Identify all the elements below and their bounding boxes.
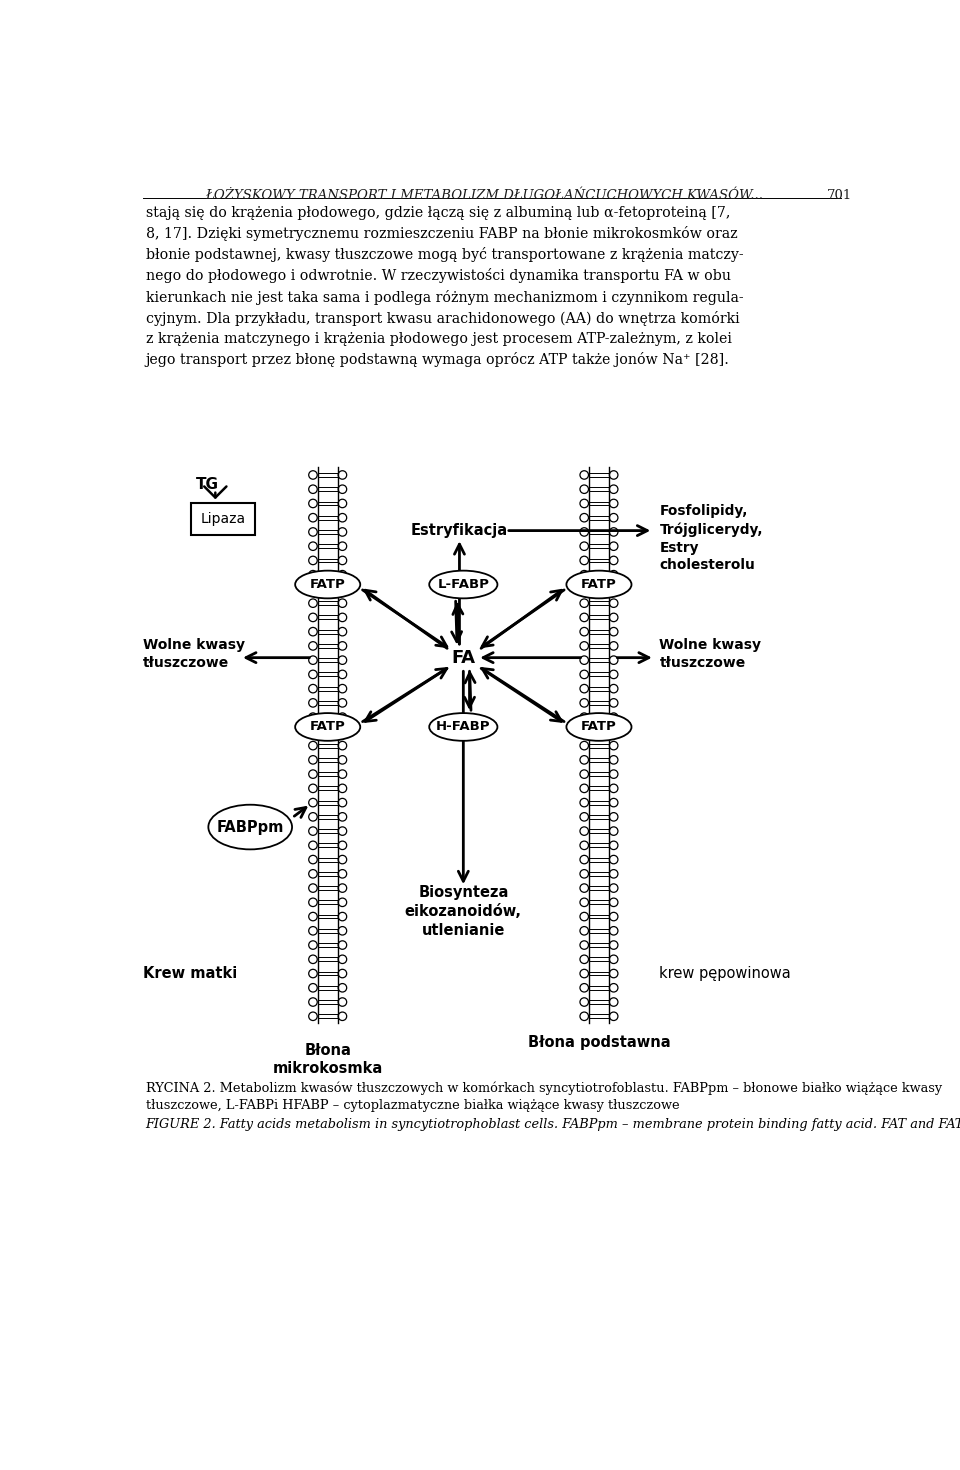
Text: FATP: FATP — [310, 578, 346, 591]
FancyBboxPatch shape — [191, 503, 254, 535]
Ellipse shape — [295, 570, 360, 598]
Text: H-FABP: H-FABP — [436, 720, 491, 734]
Ellipse shape — [208, 804, 292, 850]
Text: L-FABP: L-FABP — [438, 578, 490, 591]
Text: ŁOŻYSKOWY TRANSPORT I METABOLIZM DŁUGOŁAŃCUCHOWYCH KWASÓW...: ŁOŻYSKOWY TRANSPORT I METABOLIZM DŁUGOŁA… — [205, 188, 763, 201]
Text: Estryfikacja: Estryfikacja — [411, 523, 508, 538]
Text: TG: TG — [196, 476, 219, 491]
Text: stają się do krążenia płodowego, gdzie łączą się z albuminą lub α-fetoproteiną [: stają się do krążenia płodowego, gdzie ł… — [146, 206, 743, 368]
Ellipse shape — [566, 570, 632, 598]
Text: krew pępowinowa: krew pępowinowa — [660, 966, 791, 980]
Text: RYCINA 2. Metabolizm kwasów tłuszczowych w komórkach syncytiotrofoblastu. FABPpm: RYCINA 2. Metabolizm kwasów tłuszczowych… — [146, 1080, 942, 1111]
Text: Błona
mikrokosmka: Błona mikrokosmka — [273, 1042, 383, 1076]
Text: Fosfolipidy,
Trójglicerydy,
Estry
cholesterolu: Fosfolipidy, Trójglicerydy, Estry choles… — [660, 504, 763, 572]
Text: Wolne kwasy
tłuszczowe: Wolne kwasy tłuszczowe — [660, 638, 761, 670]
Ellipse shape — [429, 713, 497, 741]
Text: FATP: FATP — [310, 720, 346, 734]
Text: FATP: FATP — [581, 578, 617, 591]
Text: Biosynteza
eikozanoidów,
utlenianie: Biosynteza eikozanoidów, utlenianie — [405, 885, 522, 938]
Text: Krew matki: Krew matki — [143, 966, 237, 980]
Text: Wolne kwasy
tłuszczowe: Wolne kwasy tłuszczowe — [143, 638, 245, 670]
Ellipse shape — [429, 570, 497, 598]
Text: 701: 701 — [828, 188, 852, 201]
Text: Lipaza: Lipaza — [201, 512, 246, 526]
Text: FATP: FATP — [581, 720, 617, 734]
Text: FIGURE 2. Fatty acids metabolism in syncytiotrophoblast cells. FABPpm – membrane: FIGURE 2. Fatty acids metabolism in sync… — [146, 1119, 960, 1130]
Ellipse shape — [566, 713, 632, 741]
Text: Błona podstawna: Błona podstawna — [528, 1035, 670, 1050]
Ellipse shape — [295, 713, 360, 741]
Text: FABPpm: FABPpm — [217, 820, 284, 835]
Text: FA: FA — [451, 648, 475, 667]
